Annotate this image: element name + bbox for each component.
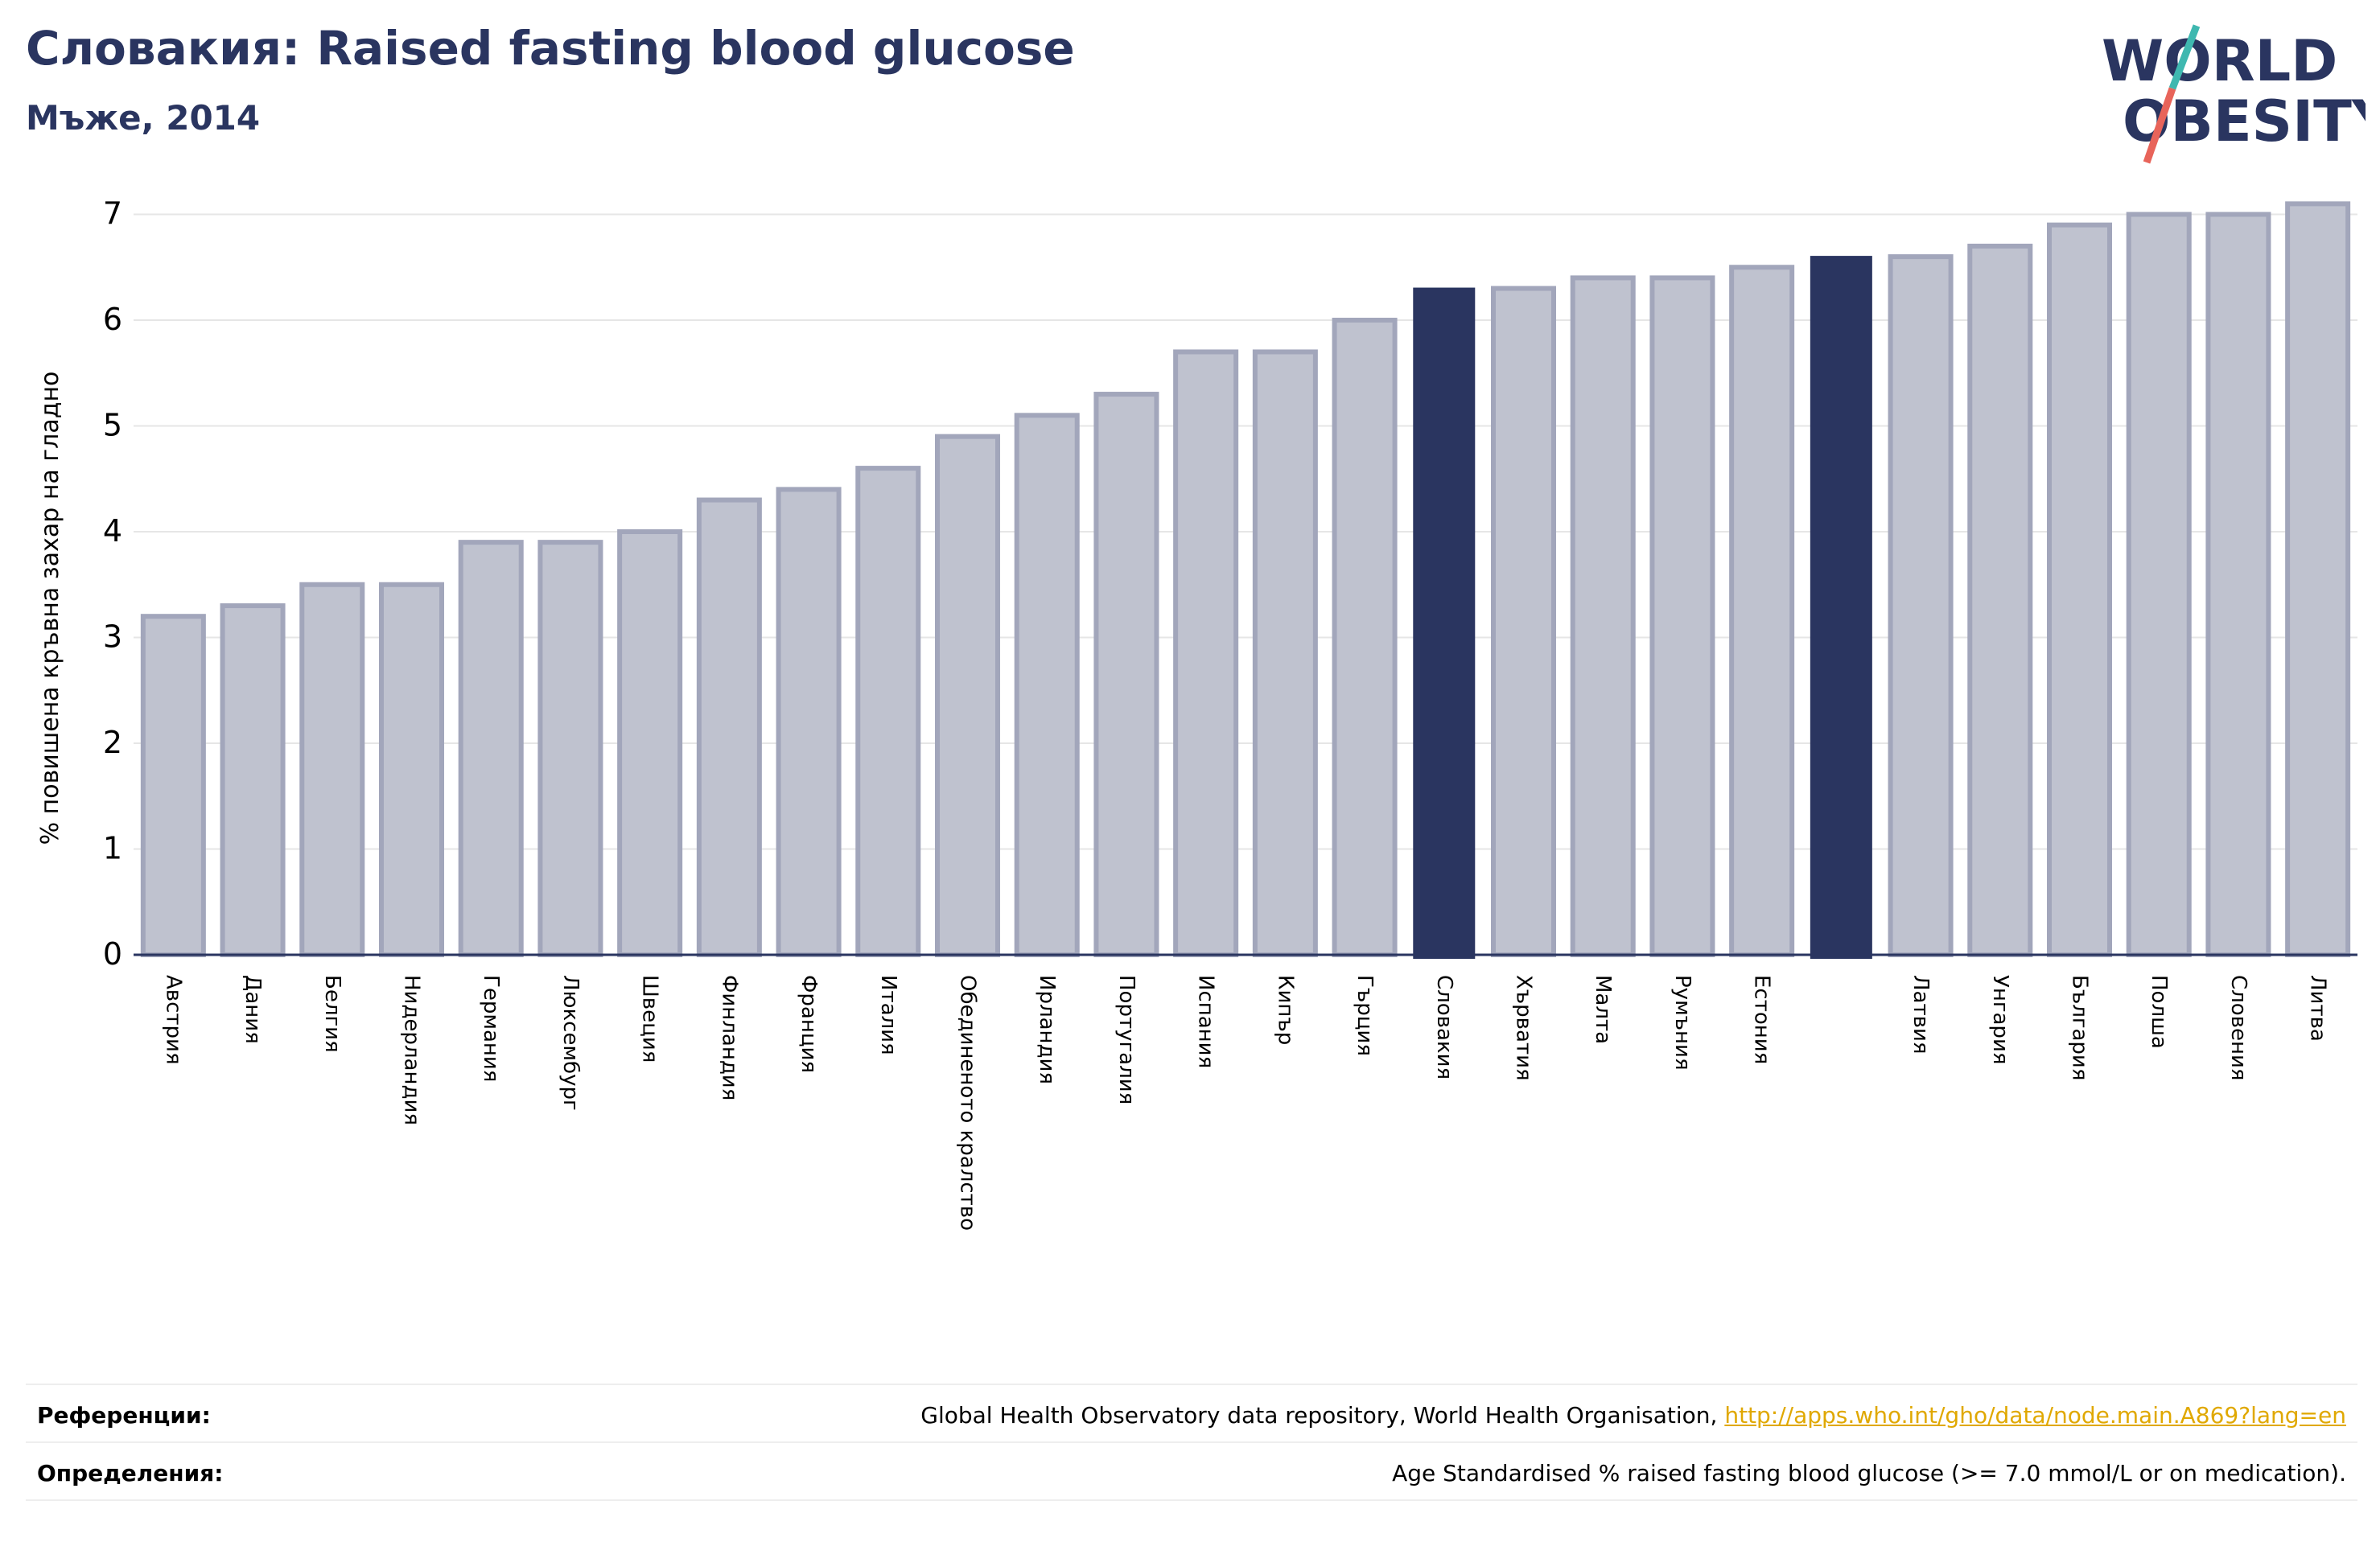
x-tick-label: Финландия — [717, 975, 741, 1100]
x-tick-label: Франция — [797, 975, 821, 1073]
bar — [855, 466, 921, 957]
x-tick-label: Обединеното кралство — [956, 975, 980, 1231]
bar — [1093, 392, 1159, 957]
y-tick-label: 5 — [103, 408, 122, 443]
x-tick-label: Швеция — [638, 975, 662, 1063]
definitions-label: Определения: — [37, 1459, 224, 1486]
y-tick-label: 4 — [103, 513, 122, 549]
bar — [299, 582, 365, 957]
y-axis-ticks: 0 1 2 3 4 5 6 7 — [103, 196, 122, 972]
bar — [1252, 349, 1318, 957]
bar — [1729, 265, 1795, 957]
x-tick-label: Румъния — [1670, 975, 1694, 1071]
x-tick-label: Германия — [479, 975, 503, 1082]
x-tick-label: Литва — [2306, 975, 2330, 1042]
logo-slash-red — [2143, 87, 2176, 164]
references-link[interactable]: http://apps.who.int/gho/data/node.main.A… — [1724, 1401, 2346, 1429]
x-tick-label: Кипър — [1273, 975, 1297, 1045]
references-value: Global Health Observatory data repositor… — [920, 1402, 2357, 1429]
bar — [1014, 413, 1080, 957]
definitions-value: Age Standardised % raised fasting blood … — [1392, 1459, 2346, 1486]
bar — [696, 497, 762, 957]
bar — [1649, 275, 1715, 957]
x-tick-label: Белгия — [320, 975, 344, 1053]
bar — [776, 487, 842, 957]
x-tick-label: Дания — [241, 975, 265, 1044]
chart-title: Словакия: Raised fasting blood glucose — [26, 21, 1075, 76]
bar — [1967, 243, 2033, 957]
bar — [220, 603, 286, 957]
bar — [2046, 222, 2113, 957]
y-tick-label: 1 — [103, 831, 122, 866]
x-tick-label: Латвия — [1909, 975, 1933, 1055]
footer-divider-middle — [26, 1441, 2357, 1443]
bar — [378, 582, 445, 957]
bar — [2285, 201, 2351, 958]
y-tick-label: 2 — [103, 725, 122, 760]
logo-slash-teal — [2168, 24, 2201, 90]
bar — [1413, 287, 1476, 959]
bar — [617, 529, 683, 957]
x-tick-label: Хърватия — [1512, 975, 1536, 1081]
x-tick-label: Нидерландия — [400, 975, 424, 1125]
x-tick-label: Словакия — [1432, 975, 1456, 1079]
references-label: Референции: — [37, 1401, 211, 1429]
x-tick-label: Ирландия — [1035, 975, 1059, 1084]
x-tick-label: Австрия — [161, 975, 185, 1065]
definitions-row: Определения: Age Standardised % raised f… — [26, 1445, 2357, 1501]
footer-divider-bottom — [26, 1499, 2357, 1501]
x-tick-label: Португалия — [1114, 975, 1139, 1104]
world-obesity-logo: WORLD OBESITY — [2102, 24, 2366, 164]
bar — [1570, 275, 1636, 957]
y-axis-label: % повишена кръвна захар на гладно — [36, 372, 64, 845]
x-tick-label: Люксембург — [558, 975, 583, 1111]
x-tick-label: Гърция — [1353, 975, 1377, 1056]
y-tick-label: 6 — [103, 302, 122, 337]
x-axis-tick-labels: Австрия Дания Белгия Нидерландия Германия Люк… — [161, 975, 2329, 1231]
bar — [1490, 286, 1557, 957]
references-row: Референции: Global Health Observatory da… — [26, 1387, 2357, 1443]
x-tick-label: Италия — [876, 975, 900, 1055]
bars — [140, 201, 2351, 960]
bar — [1810, 256, 1872, 960]
x-tick-label: Словения — [2226, 975, 2250, 1081]
bar — [458, 540, 524, 957]
bar — [140, 614, 206, 957]
bar-chart: 0 1 2 3 4 5 6 7 % повишена кръвна захар на глад… — [36, 196, 2357, 1231]
chart-subtitle: Мъже, 2014 — [26, 98, 261, 138]
bar — [1332, 318, 1398, 957]
references-text: Global Health Observatory data repositor… — [920, 1401, 1725, 1429]
logo-line1: WORLD — [2102, 28, 2337, 94]
y-tick-label: 7 — [103, 196, 122, 232]
x-tick-label: Испания — [1194, 975, 1218, 1068]
y-tick-label: 3 — [103, 619, 122, 655]
y-tick-label: 0 — [103, 936, 122, 972]
bar — [2205, 212, 2271, 957]
bar — [537, 540, 603, 957]
bar — [934, 434, 1001, 957]
bar — [1173, 349, 1239, 957]
x-tick-label: Полша — [2147, 975, 2171, 1049]
x-tick-label: Малта — [1591, 975, 1615, 1044]
x-tick-label: България — [2068, 975, 2092, 1080]
x-tick-label: Унгария — [1988, 975, 2012, 1064]
x-tick-label: Естония — [1750, 975, 1774, 1064]
bar — [1888, 254, 1954, 958]
bar — [2126, 212, 2192, 957]
footer-divider-top — [26, 1384, 2357, 1385]
